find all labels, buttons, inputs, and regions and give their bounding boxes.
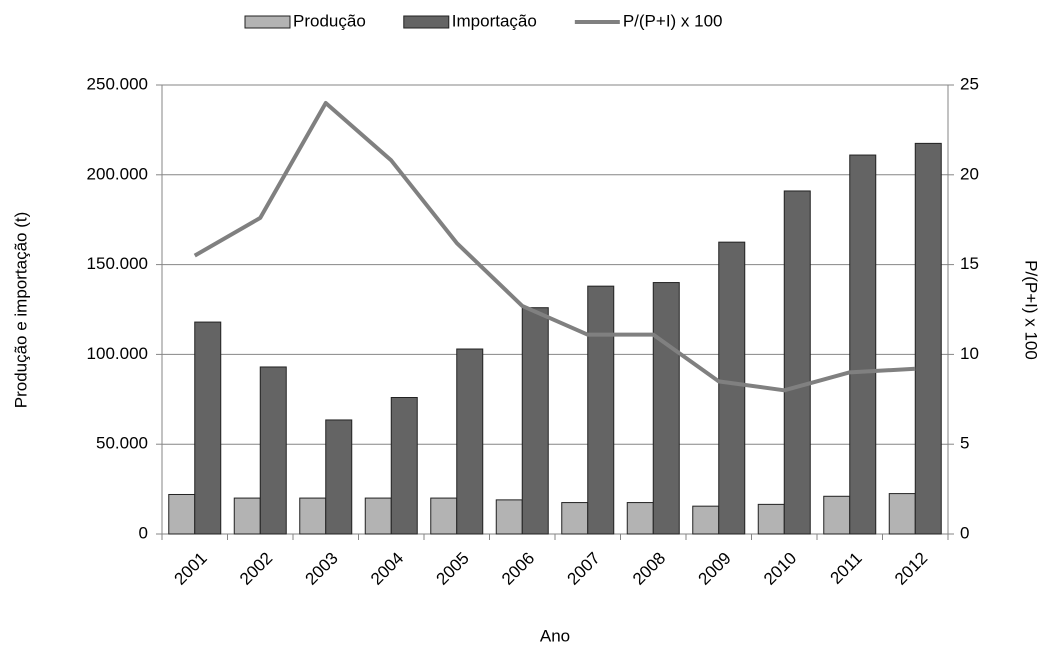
y-tick-label: 250.000 bbox=[87, 74, 148, 93]
y-tick-label: 50.000 bbox=[96, 434, 148, 453]
x-tick-label: 2010 bbox=[760, 549, 800, 589]
bar bbox=[718, 241, 746, 535]
x-tick-label: 2007 bbox=[564, 549, 604, 589]
y2-tick-label: 10 bbox=[960, 344, 979, 363]
bar bbox=[587, 285, 615, 535]
legend-label: Produção bbox=[293, 11, 366, 30]
bar bbox=[849, 154, 877, 535]
bar bbox=[325, 419, 353, 535]
bar bbox=[888, 493, 916, 535]
y-tick-label: 150.000 bbox=[87, 254, 148, 273]
x-axis-title: Ano bbox=[540, 626, 570, 645]
x-tick-label: 2006 bbox=[498, 549, 538, 589]
bar bbox=[259, 366, 287, 535]
y2-tick-label: 15 bbox=[960, 254, 979, 273]
bar bbox=[757, 503, 785, 535]
legend-label: Importação bbox=[452, 11, 537, 30]
x-tick-label: 2005 bbox=[433, 549, 473, 589]
y-tick-label: 200.000 bbox=[87, 164, 148, 183]
bar bbox=[495, 499, 523, 535]
line bbox=[193, 100, 916, 393]
x-tick-label: 2012 bbox=[891, 549, 931, 589]
bar bbox=[168, 493, 196, 535]
x-tick-label: 2001 bbox=[171, 549, 211, 589]
y-axis-title: Produção e importação (t) bbox=[11, 212, 30, 409]
bar bbox=[692, 505, 720, 535]
bar bbox=[390, 397, 418, 535]
x-tick-label: 2009 bbox=[695, 549, 735, 589]
y2-tick-label: 5 bbox=[960, 434, 969, 453]
legend-label: P/(P+I) x 100 bbox=[623, 11, 723, 30]
bar bbox=[626, 502, 654, 535]
y-tick-label: 100.000 bbox=[87, 344, 148, 363]
bar bbox=[783, 190, 811, 535]
bar bbox=[299, 497, 327, 535]
y2-tick-label: 0 bbox=[960, 523, 969, 542]
bar bbox=[914, 142, 942, 535]
bar bbox=[456, 348, 484, 535]
bar bbox=[652, 282, 680, 535]
legend-swatch bbox=[403, 15, 450, 29]
y2-tick-label: 20 bbox=[960, 164, 979, 183]
x-tick-label: 2003 bbox=[302, 549, 342, 589]
y2-tick-label: 25 bbox=[960, 74, 979, 93]
bar bbox=[194, 321, 222, 535]
x-tick-label: 2004 bbox=[367, 549, 407, 589]
bar bbox=[561, 502, 589, 535]
x-tick-label: 2008 bbox=[629, 549, 669, 589]
bar bbox=[364, 497, 392, 535]
x-tick-label: 2011 bbox=[826, 549, 865, 588]
legend-swatch bbox=[244, 15, 291, 29]
bar bbox=[823, 495, 851, 535]
bar bbox=[521, 307, 549, 535]
y-tick-label: 0 bbox=[139, 523, 148, 542]
bar bbox=[430, 497, 458, 535]
bar bbox=[233, 497, 261, 535]
x-tick-label: 2002 bbox=[236, 549, 276, 589]
y2-axis-title: P/(P+I) x 100 bbox=[1022, 260, 1041, 360]
